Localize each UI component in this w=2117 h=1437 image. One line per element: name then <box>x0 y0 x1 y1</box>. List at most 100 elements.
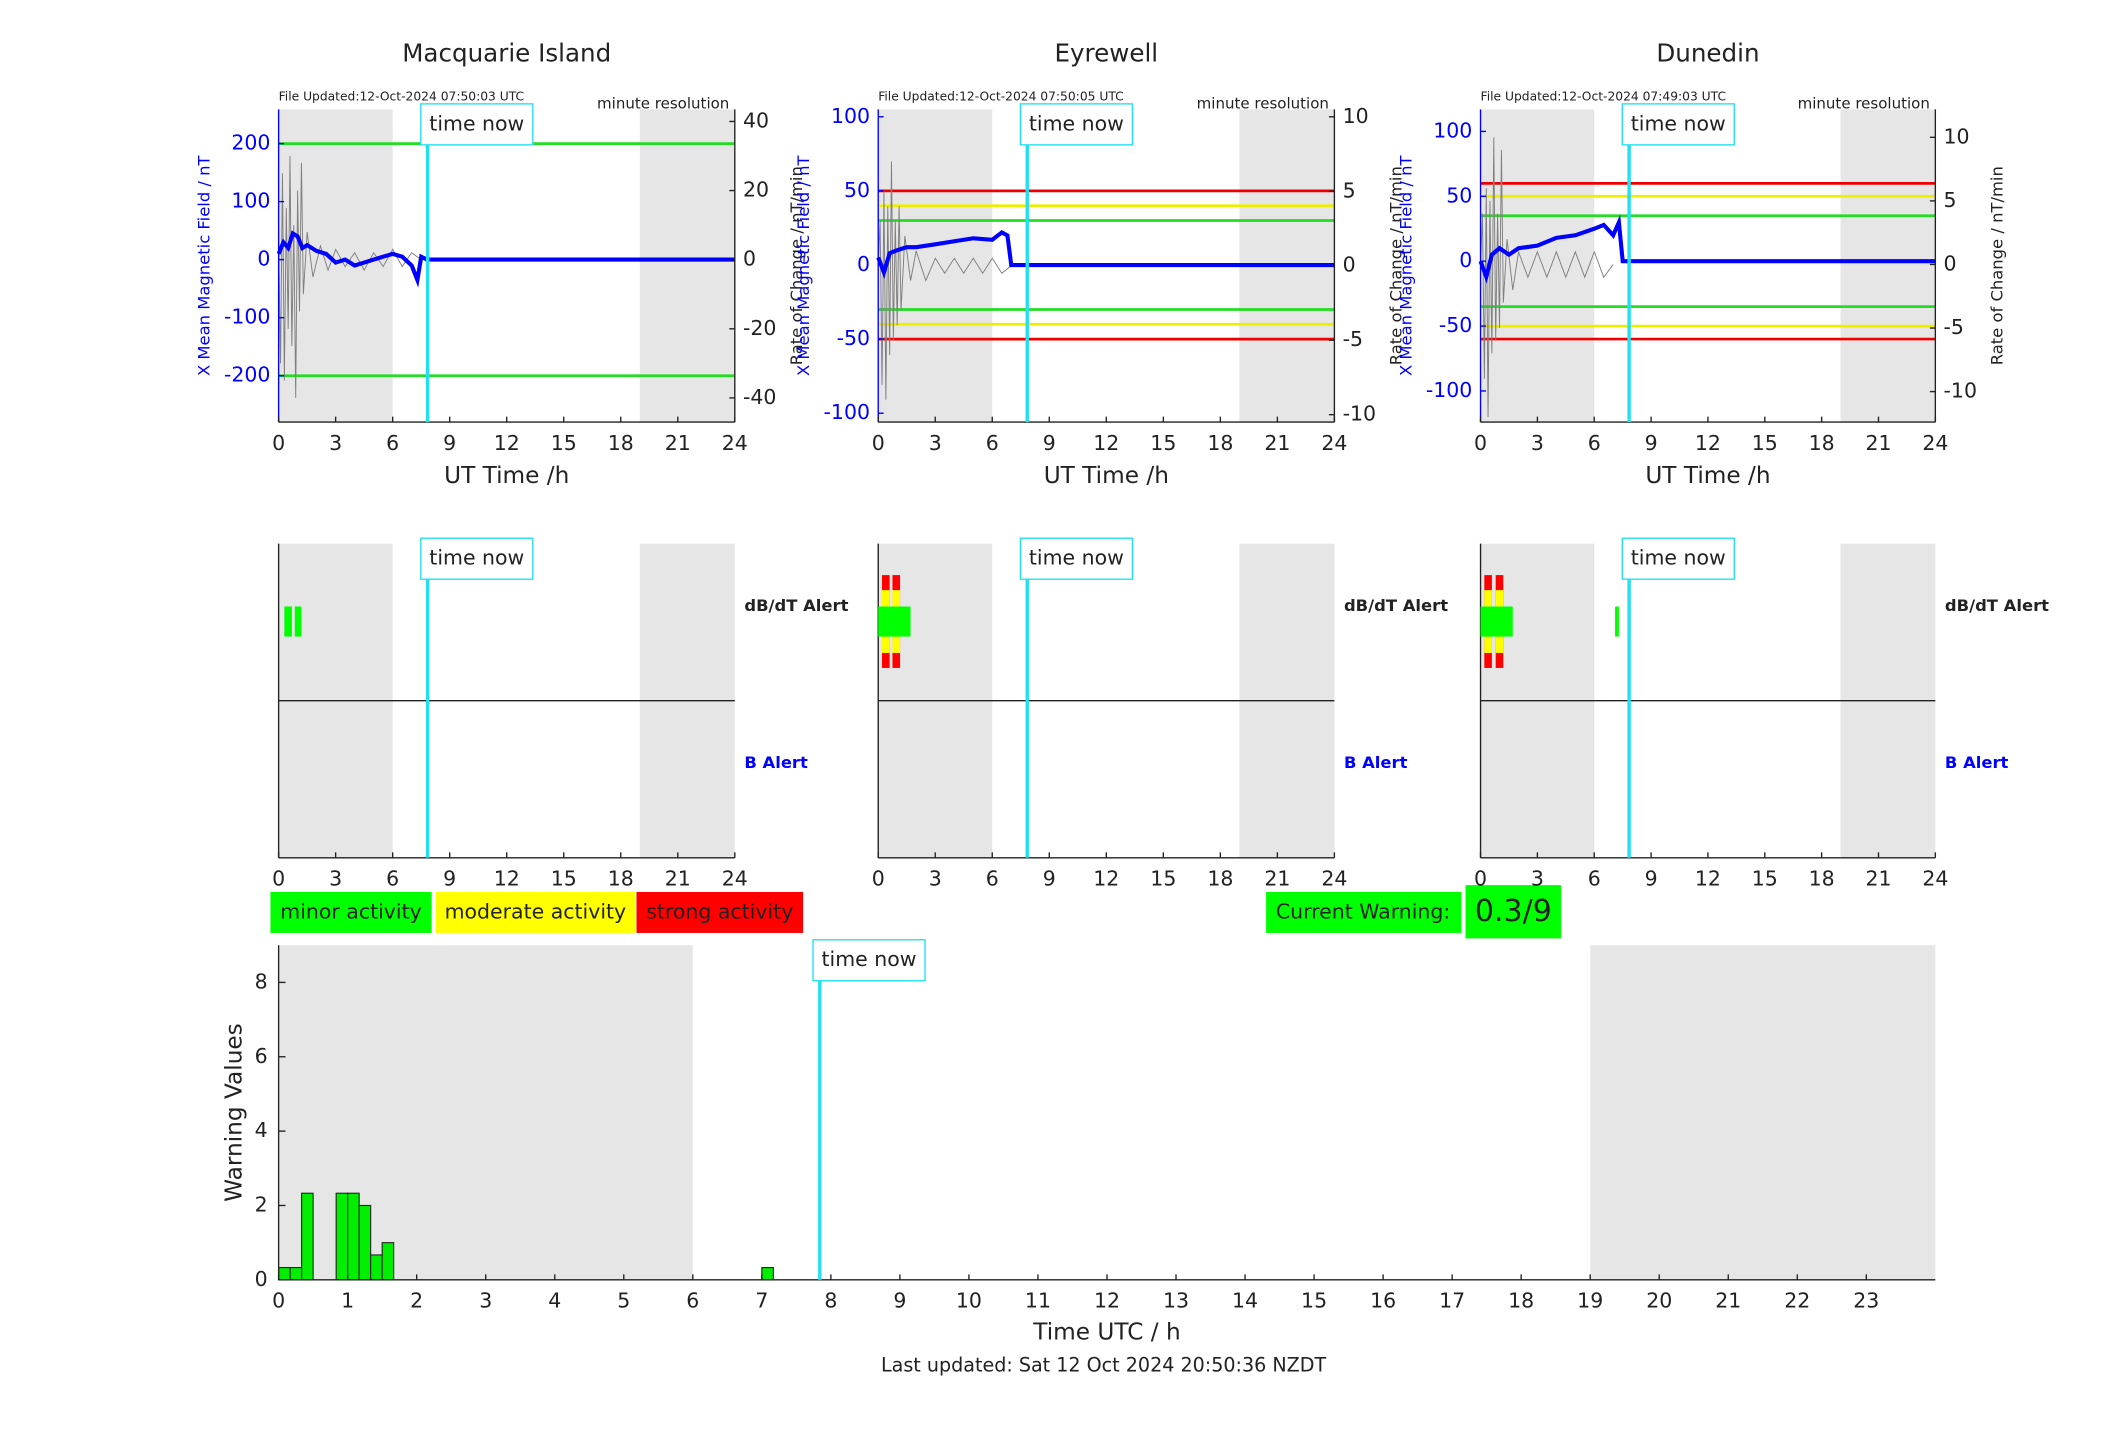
x-tick-label: 9 <box>1043 867 1056 891</box>
x-tick-label: 23 <box>1853 1289 1879 1313</box>
x-tick-label: 6 <box>386 431 399 455</box>
y-tick-label: 50 <box>844 178 870 202</box>
x-tick-label: 18 <box>1809 867 1835 891</box>
time-now-box <box>1621 103 1735 146</box>
time-now-box <box>1019 537 1134 580</box>
time-now-label: time now <box>1631 111 1726 135</box>
night-shade <box>878 109 993 423</box>
bar <box>761 1267 774 1281</box>
y-axis-label: X Mean Magnetic Field / nT <box>1396 154 1415 376</box>
x-tick-label: 15 <box>1150 431 1176 455</box>
x-tick-label: 16 <box>1370 1289 1396 1313</box>
y2-tick-label: 10 <box>1343 104 1369 128</box>
x-axis-label: Time UTC / h <box>1032 1319 1180 1346</box>
x-tick-label: 0 <box>872 867 885 891</box>
y2-tick-label: 10 <box>1944 124 1970 148</box>
x-tick-label: 8 <box>824 1289 837 1313</box>
y-tick-label: 100 <box>231 189 270 213</box>
x-tick-label: 4 <box>548 1289 561 1313</box>
x-tick-label: 6 <box>986 431 999 455</box>
x-tick-label: 18 <box>1809 431 1835 455</box>
x-tick-label: 0 <box>272 431 285 455</box>
x-tick-label: 24 <box>722 867 748 891</box>
x-tick-label: 24 <box>1922 867 1948 891</box>
alert-bar <box>878 606 911 637</box>
x-tick-label: 15 <box>1150 867 1176 891</box>
y-tick-label: 0 <box>1459 248 1472 272</box>
alert-bar <box>1615 606 1619 637</box>
alert-bar <box>284 606 292 637</box>
chart-title: Macquarie Island <box>402 39 611 68</box>
y2-tick-label: 5 <box>1944 188 1957 212</box>
x-tick-label: 21 <box>1865 867 1891 891</box>
dbdt-label: dB/dT Alert <box>1344 596 1448 615</box>
time-now-box <box>1621 537 1735 580</box>
y2-axis-label: Rate of Change / nT/min <box>787 166 806 365</box>
time-now-box <box>1019 103 1134 146</box>
time-now-box <box>420 537 534 580</box>
night-shade <box>1840 109 1936 423</box>
x-tick-label: 3 <box>1531 867 1544 891</box>
chart-title: Eyrewell <box>1054 39 1158 68</box>
x-tick-label: 22 <box>1784 1289 1810 1313</box>
file-updated: File Updated:12-Oct-2024 07:50:05 UTC <box>878 90 1124 104</box>
x-tick-label: 6 <box>686 1289 699 1313</box>
series-line <box>1480 137 1614 418</box>
y2-tick-label: -5 <box>1343 327 1363 351</box>
legend-label: minor activity <box>280 899 422 923</box>
dbdt-label: dB/dT Alert <box>744 596 848 615</box>
x-tick-label: 3 <box>1531 431 1544 455</box>
x-tick-label: 21 <box>1264 431 1290 455</box>
y-tick-label: 0 <box>257 247 270 271</box>
y2-tick-label: 0 <box>1944 251 1957 275</box>
x-tick-label: 19 <box>1577 1289 1603 1313</box>
time-now-label: time now <box>1029 111 1124 135</box>
y2-tick-label: 40 <box>743 108 769 132</box>
bar <box>278 1267 291 1281</box>
x-tick-label: 15 <box>1301 1289 1327 1313</box>
y-axis-label: Warning Values <box>220 1023 247 1202</box>
x-tick-label: 2 <box>410 1289 423 1313</box>
x-tick-label: 21 <box>1865 431 1891 455</box>
y2-axis-label: Rate of Change / nT/min <box>1387 166 1406 365</box>
x-tick-label: 15 <box>1752 867 1778 891</box>
x-tick-label: 13 <box>1163 1289 1189 1313</box>
x-tick-label: 14 <box>1232 1289 1258 1313</box>
x-tick-label: 12 <box>1093 431 1119 455</box>
x-tick-label: 20 <box>1646 1289 1672 1313</box>
time-now-label: time now <box>429 111 524 135</box>
bar <box>301 1192 314 1281</box>
y-tick-label: -100 <box>1426 378 1472 402</box>
y-axis-label: X Mean Magnetic Field / nT <box>794 154 813 376</box>
x-tick-label: 3 <box>929 867 942 891</box>
y2-tick-label: 5 <box>1343 178 1356 202</box>
y-tick-label: 200 <box>231 131 270 155</box>
x-tick-label: 17 <box>1439 1289 1465 1313</box>
b-label: B Alert <box>1344 753 1408 772</box>
x-tick-label: 21 <box>1264 867 1290 891</box>
y-tick-label: 100 <box>1433 118 1472 142</box>
time-now-box <box>812 939 926 982</box>
x-tick-label: 15 <box>1752 431 1778 455</box>
x-tick-label: 18 <box>1508 1289 1534 1313</box>
series-line <box>877 161 1012 400</box>
x-tick-label: 24 <box>1321 867 1347 891</box>
file-updated: File Updated:12-Oct-2024 07:49:03 UTC <box>1481 90 1727 104</box>
bar <box>335 1192 349 1281</box>
x-tick-label: 9 <box>443 867 456 891</box>
x-tick-label: 0 <box>1474 867 1487 891</box>
bar <box>347 1192 360 1281</box>
y-tick-label: 8 <box>255 969 268 993</box>
time-now-label: time now <box>1029 546 1124 570</box>
legend-swatch <box>636 891 804 933</box>
legend-swatch <box>435 891 636 933</box>
x-tick-label: 3 <box>479 1289 492 1313</box>
x-tick-label: 12 <box>1094 1289 1120 1313</box>
y-tick-label: 4 <box>255 1118 268 1142</box>
y-tick-label: -50 <box>1439 313 1472 337</box>
x-tick-label: 1 <box>341 1289 354 1313</box>
x-axis-label: UT Time /h <box>444 462 569 489</box>
y-tick-label: 100 <box>831 104 870 128</box>
bar <box>370 1254 383 1281</box>
x-tick-label: 6 <box>986 867 999 891</box>
